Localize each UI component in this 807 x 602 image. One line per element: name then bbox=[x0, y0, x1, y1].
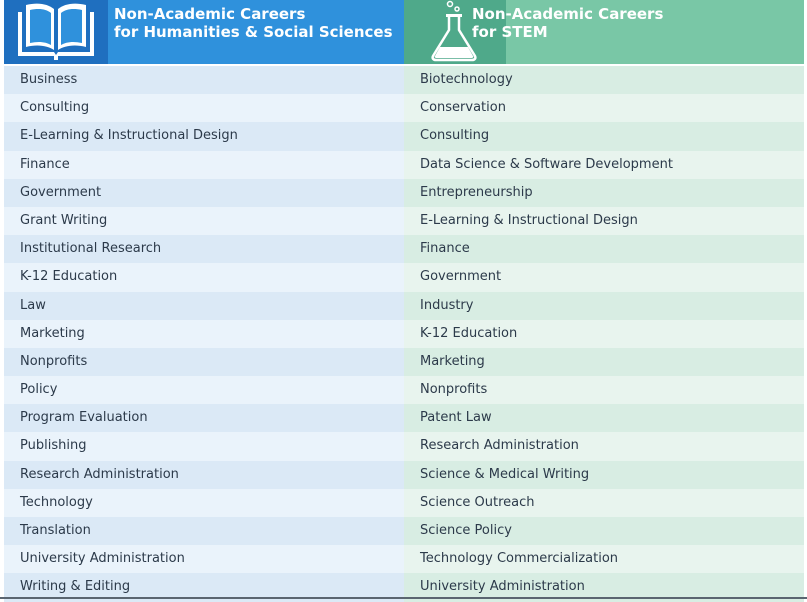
table-row: Institutional Research Finance bbox=[4, 235, 804, 264]
table-row: Government Entrepreneurship bbox=[4, 178, 804, 207]
stem-career-item: Biotechnology bbox=[404, 66, 804, 95]
table-row: Marketing K-12 Education bbox=[4, 319, 804, 348]
table-row: Technology Science Outreach bbox=[4, 488, 804, 517]
humanities-career-item: Translation bbox=[4, 517, 404, 546]
stem-career-item: Entrepreneurship bbox=[404, 178, 804, 207]
stem-career-item: Nonprofits bbox=[404, 376, 804, 405]
humanities-career-item: Technology bbox=[4, 488, 404, 517]
stem-career-item: Marketing bbox=[404, 347, 804, 377]
table-row: K-12 Education Government bbox=[4, 263, 804, 292]
stem-header-title: Non-Academic Careers for STEM bbox=[472, 0, 663, 41]
humanities-career-item: Nonprofits bbox=[4, 347, 404, 377]
humanities-career-item: Research Administration bbox=[4, 460, 404, 489]
stem-career-item: Industry bbox=[404, 291, 804, 320]
humanities-career-item: E-Learning & Instructional Design bbox=[4, 122, 404, 151]
stem-header: Non-Academic Careers for STEM bbox=[404, 0, 804, 64]
table-row: Grant Writing E-Learning & Instructional … bbox=[4, 206, 804, 236]
humanities-career-item: University Administration bbox=[4, 545, 404, 574]
bottom-divider bbox=[0, 597, 807, 599]
stem-career-item: Research Administration bbox=[404, 432, 804, 461]
humanities-career-item: Finance bbox=[4, 150, 404, 179]
table-row: Law Industry bbox=[4, 291, 804, 320]
humanities-career-item: K-12 Education bbox=[4, 263, 404, 292]
careers-list: Business Biotechnology Consulting Conservat… bbox=[4, 66, 804, 602]
humanities-career-item: Marketing bbox=[4, 319, 404, 348]
humanities-career-item: Grant Writing bbox=[4, 206, 404, 236]
stem-career-item: Government bbox=[404, 263, 804, 292]
stem-career-item: Consulting bbox=[404, 122, 804, 151]
humanities-career-item: Law bbox=[4, 291, 404, 320]
stem-career-item: Conservation bbox=[404, 94, 804, 123]
flask-icon bbox=[404, 0, 506, 64]
stem-career-item: Science Outreach bbox=[404, 488, 804, 517]
table-row: Nonprofits Marketing bbox=[4, 347, 804, 377]
stem-header-line2: for STEM bbox=[472, 23, 548, 41]
table-row: Consulting Conservation bbox=[4, 94, 804, 123]
humanities-header-title: Non-Academic Careers for Humanities & So… bbox=[108, 0, 393, 41]
humanities-career-item: Consulting bbox=[4, 94, 404, 123]
stem-career-item: Science & Medical Writing bbox=[404, 460, 804, 489]
stem-career-item: Data Science & Software Development bbox=[404, 150, 804, 179]
humanities-header-line1: Non-Academic Careers bbox=[114, 5, 306, 23]
humanities-header-line2: for Humanities & Social Sciences bbox=[114, 23, 393, 41]
book-icon bbox=[4, 0, 108, 64]
table-row: Business Biotechnology bbox=[4, 66, 804, 95]
humanities-header: Non-Academic Careers for Humanities & So… bbox=[4, 0, 404, 64]
humanities-career-item: Policy bbox=[4, 376, 404, 405]
stem-career-item: E-Learning & Instructional Design bbox=[404, 206, 804, 236]
stem-career-item: Science Policy bbox=[404, 517, 804, 546]
table-row: Policy Nonprofits bbox=[4, 376, 804, 405]
table-row: Translation Science Policy bbox=[4, 517, 804, 546]
stem-header-line1: Non-Academic Careers bbox=[472, 5, 664, 23]
humanities-career-item: Business bbox=[4, 66, 404, 95]
table-row: Finance Data Science & Software Developme… bbox=[4, 150, 804, 179]
table-row: University Administration Technology Comm… bbox=[4, 545, 804, 574]
stem-career-item: Finance bbox=[404, 235, 804, 264]
stem-career-item: K-12 Education bbox=[404, 319, 804, 348]
humanities-career-item: Program Evaluation bbox=[4, 404, 404, 433]
table-header: Non-Academic Careers for Humanities & So… bbox=[4, 0, 804, 64]
humanities-career-item: Institutional Research bbox=[4, 235, 404, 264]
table-row: Writing & Editing University Administrati… bbox=[4, 573, 804, 602]
humanities-career-item: Publishing bbox=[4, 432, 404, 461]
stem-career-item: Patent Law bbox=[404, 404, 804, 433]
humanities-career-item: Government bbox=[4, 178, 404, 207]
stem-career-item: University Administration bbox=[404, 573, 804, 602]
table-row: E-Learning & Instructional Design Consult… bbox=[4, 122, 804, 151]
humanities-career-item: Writing & Editing bbox=[4, 573, 404, 602]
stem-career-item: Technology Commercialization bbox=[404, 545, 804, 574]
table-row: Program Evaluation Patent Law bbox=[4, 404, 804, 433]
table-row: Publishing Research Administration bbox=[4, 432, 804, 461]
table-row: Research Administration Science & Medical… bbox=[4, 460, 804, 489]
